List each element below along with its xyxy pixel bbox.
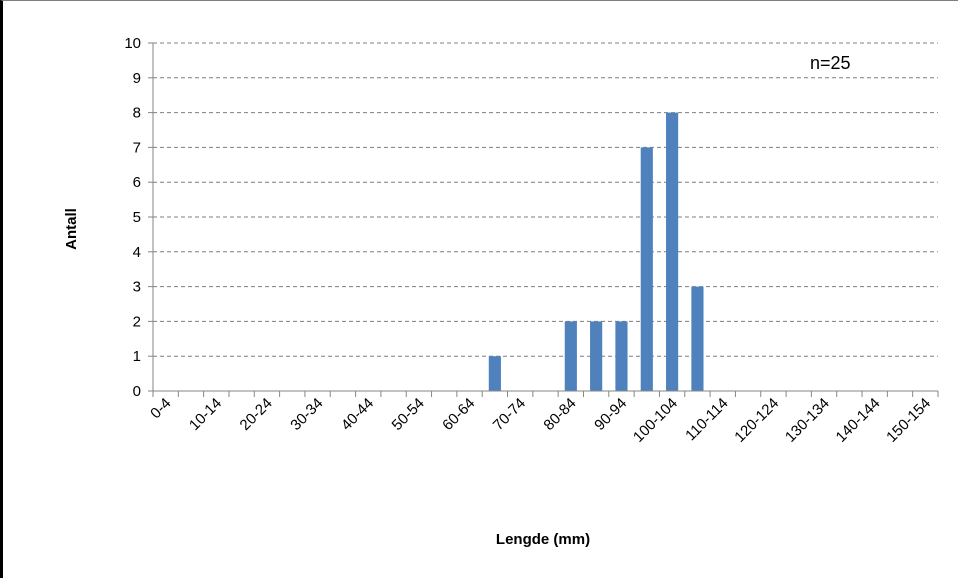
y-tick-label: 0 (133, 383, 141, 400)
y-tick-label: 7 (133, 139, 141, 156)
x-tick-label: 50-54 (389, 395, 428, 434)
x-tick-label: 150-154 (883, 395, 934, 446)
axes (148, 42, 939, 397)
x-tick-label: 40-44 (338, 395, 377, 434)
y-axis-title: Antall (63, 208, 80, 250)
sample-size-annotation: n=25 (810, 53, 851, 73)
x-tick-label: 70-74 (490, 395, 529, 434)
y-tick-labels: 0 1 2 3 4 5 6 7 8 9 10 (124, 35, 141, 400)
bar-chart: 0 1 2 3 4 5 6 7 8 9 10 0-4 10-14 20-24 30-34 40-44 50-5… (63, 35, 939, 548)
bar (590, 321, 603, 391)
x-axis-title: Lengde (mm) (496, 531, 590, 548)
x-tick-label: 60-64 (439, 395, 478, 434)
grid-lines (153, 42, 938, 357)
bar (488, 356, 501, 391)
x-tick-label: 80-84 (540, 395, 579, 434)
x-tick-label: 0-4 (147, 395, 174, 422)
x-tick-labels: 0-4 10-14 20-24 30-34 40-44 50-54 60-64 70-74 80… (147, 395, 934, 446)
y-tick-label: 2 (133, 313, 141, 330)
y-tick-label: 6 (133, 174, 141, 191)
y-tick-label: 10 (124, 35, 141, 52)
x-tick-label: 30-34 (287, 395, 326, 434)
bar (615, 321, 628, 391)
x-tick-label: 90-94 (591, 395, 630, 434)
y-tick-label: 1 (133, 348, 141, 365)
bar (666, 112, 679, 391)
x-tick-label: 120-124 (731, 395, 782, 446)
y-tick-label: 5 (133, 209, 141, 226)
x-tick-label: 110-114 (682, 395, 731, 444)
bar (564, 321, 577, 391)
x-tick-label: 100-104 (630, 395, 681, 446)
bar (640, 147, 653, 391)
x-tick-label: 130-134 (782, 395, 833, 446)
x-tick-label: 10-14 (186, 395, 225, 434)
y-tick-label: 8 (133, 105, 141, 122)
y-tick-label: 9 (133, 70, 141, 87)
y-tick-label: 3 (133, 279, 141, 296)
x-tick-label: 140-144 (833, 395, 884, 446)
y-tick-label: 4 (133, 244, 141, 261)
bars (488, 112, 704, 391)
x-tick-label: 20-24 (237, 395, 276, 434)
bar (691, 286, 704, 391)
